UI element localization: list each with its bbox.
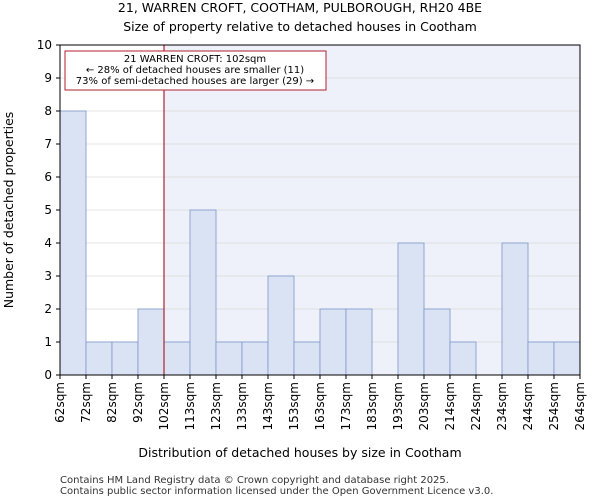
footer-line-1: Contains HM Land Registry data © Crown c…	[60, 475, 449, 486]
bar	[293, 341, 321, 376]
bar	[163, 341, 191, 376]
x-tick-label: 123sqm	[209, 382, 223, 430]
bar	[527, 341, 555, 376]
bar	[501, 242, 529, 376]
y-tick-label: 1	[44, 335, 52, 349]
x-tick-label: 82sqm	[105, 382, 119, 423]
annotation-border	[64, 50, 327, 91]
x-tick-label: 72sqm	[79, 382, 93, 423]
y-axis-label: Number of detached properties	[1, 112, 16, 309]
x-tick-label: 133sqm	[235, 382, 249, 430]
bar	[111, 341, 139, 376]
bar	[85, 341, 113, 376]
y-tick-label: 10	[37, 38, 52, 52]
bar	[397, 242, 425, 376]
x-tick-label: 173sqm	[339, 382, 353, 430]
bar	[449, 341, 477, 376]
x-tick-label: 214sqm	[443, 382, 457, 430]
x-tick-label: 143sqm	[261, 382, 275, 430]
bar	[553, 341, 581, 376]
y-tick-label: 2	[44, 302, 52, 316]
x-tick-label: 92sqm	[131, 382, 145, 423]
x-tick-label: 163sqm	[313, 382, 327, 430]
x-tick-label: 203sqm	[417, 382, 431, 430]
bar	[345, 308, 373, 376]
chart-subtitle: Size of property relative to detached ho…	[123, 19, 477, 34]
y-tick-label: 5	[44, 203, 52, 217]
y-tick-label: 6	[44, 170, 52, 184]
x-axis-label: Distribution of detached houses by size …	[138, 445, 461, 460]
x-tick-label: 224sqm	[469, 382, 483, 430]
y-tick-label: 7	[44, 137, 52, 151]
bar	[215, 341, 243, 376]
annotation-box: 21 WARREN CROFT: 102sqm ← 28% of detache…	[64, 50, 327, 91]
y-tick-label: 3	[44, 269, 52, 283]
annotation-line-3: 73% of semi-detached houses are larger (…	[76, 76, 314, 87]
x-tick-label: 62sqm	[53, 382, 67, 423]
x-tick-label: 264sqm	[573, 382, 587, 430]
x-tick-label: 113sqm	[183, 382, 197, 430]
y-tick-label: 0	[44, 368, 52, 382]
x-tick-label: 102sqm	[157, 382, 171, 430]
bar	[241, 341, 269, 376]
x-tick-label: 183sqm	[365, 382, 379, 430]
annotation-line-2: ← 28% of detached houses are smaller (11…	[86, 65, 304, 76]
y-tick-label: 8	[44, 104, 52, 118]
y-tick-label: 9	[44, 71, 52, 85]
bar	[423, 308, 451, 376]
x-tick-label: 234sqm	[495, 382, 509, 430]
x-tick-label: 193sqm	[391, 382, 405, 430]
x-tick-label: 254sqm	[547, 382, 561, 430]
bar	[189, 209, 217, 376]
bar	[319, 308, 347, 376]
x-tick-label: 244sqm	[521, 382, 535, 430]
bar	[267, 275, 295, 376]
footer-line-2: Contains public sector information licen…	[60, 486, 493, 497]
x-tick-label: 153sqm	[287, 382, 301, 430]
chart-title: 21, WARREN CROFT, COOTHAM, PULBOROUGH, R…	[118, 0, 482, 15]
annotation-line-1: 21 WARREN CROFT: 102sqm	[124, 54, 266, 65]
bar	[137, 308, 165, 376]
bar	[59, 110, 87, 376]
y-tick-label: 4	[44, 236, 52, 250]
